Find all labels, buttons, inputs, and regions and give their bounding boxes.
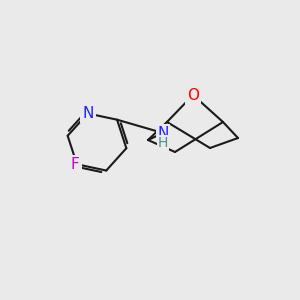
Text: N: N	[82, 106, 93, 121]
Text: H: H	[158, 136, 168, 150]
Text: O: O	[187, 88, 199, 103]
Text: F: F	[70, 157, 79, 172]
Text: N: N	[157, 125, 169, 140]
